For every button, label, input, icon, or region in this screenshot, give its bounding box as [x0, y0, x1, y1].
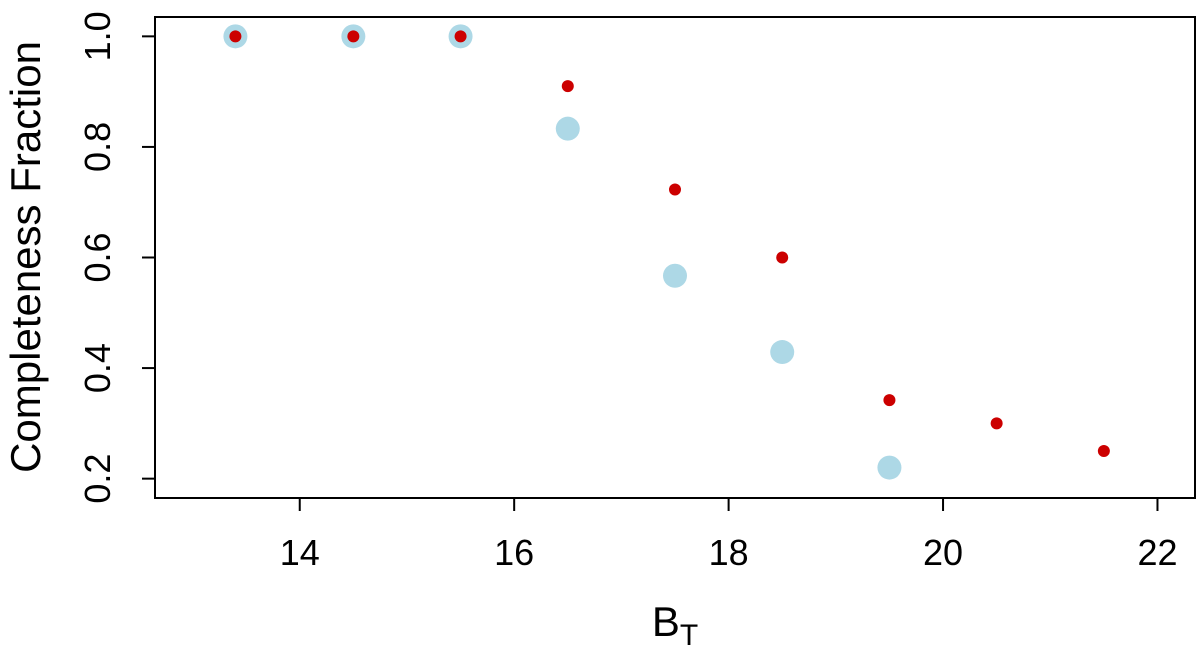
x-axis-label: BT [652, 598, 698, 646]
red-point [561, 80, 574, 93]
x-tick-label: 14 [280, 532, 320, 573]
x-axis: 14 16 18 20 22 [280, 497, 1177, 573]
y-axis: 0.2 0.4 0.6 0.8 1.0 [77, 11, 156, 504]
y-tick-label: 0.6 [77, 232, 118, 282]
x-axis-label-main: B [652, 598, 680, 645]
blue-point [770, 340, 795, 365]
blue-point [877, 455, 902, 480]
blue-point [555, 116, 580, 141]
y-tick-label: 0.8 [77, 122, 118, 172]
red-point [669, 183, 681, 196]
x-tick-label: 20 [923, 532, 963, 573]
y-tick-label: 1.0 [77, 11, 118, 61]
y-tick-label: 0.2 [77, 454, 118, 504]
x-axis-label-subscript: T [680, 619, 698, 646]
x-tick-label: 16 [494, 532, 534, 573]
blue-point [663, 263, 687, 288]
red-point [229, 30, 242, 43]
x-tick-label: 18 [709, 532, 749, 573]
y-axis-label: Completeness Fraction [2, 41, 49, 473]
red-point [990, 417, 1003, 430]
red-point [883, 394, 896, 407]
y-tick-label: 0.4 [77, 343, 118, 393]
x-tick-label: 22 [1137, 532, 1177, 573]
red-point [347, 30, 360, 43]
plot-frame [154, 16, 1196, 499]
data-points [223, 24, 1110, 480]
red-point [1097, 445, 1110, 458]
red-point [454, 30, 467, 43]
red-point [776, 251, 789, 264]
